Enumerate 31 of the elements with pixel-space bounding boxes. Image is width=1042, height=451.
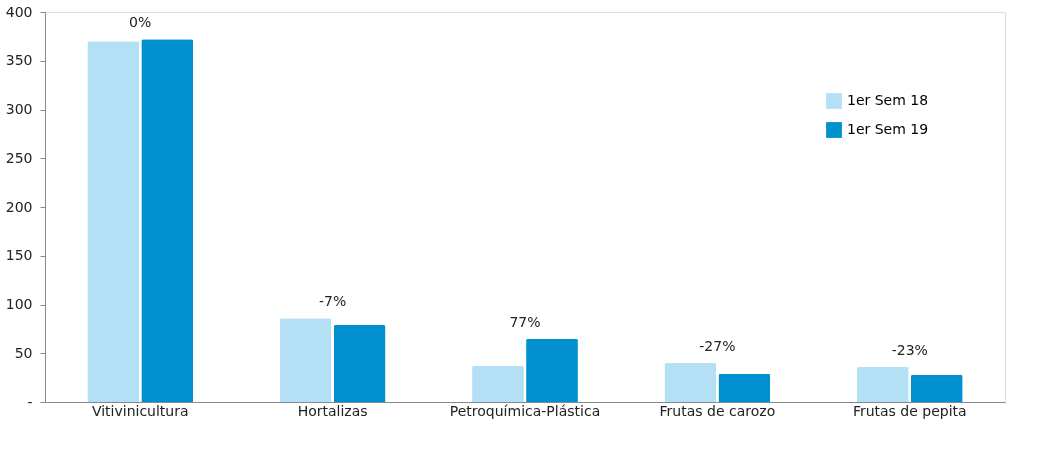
bar [141, 39, 194, 402]
y-tick-label: 400 [5, 3, 33, 20]
bar [856, 366, 909, 402]
bar [718, 373, 771, 402]
legend-label: 1er Sem 19 [847, 121, 929, 137]
x-tick-label: Frutas de carozo [659, 402, 776, 419]
annotation: -27% [699, 338, 736, 354]
bar [472, 365, 524, 402]
annotation: 0% [129, 14, 152, 31]
bar [910, 374, 963, 402]
bar [664, 363, 717, 402]
y-tick-label: 300 [5, 101, 33, 117]
annotation: -23% [891, 341, 928, 358]
legend-label: 1er Sem 18 [847, 92, 929, 108]
x-tick-label: Vitivinicultura [91, 402, 189, 419]
x-tick-label: Petroquímica-Plástica [449, 402, 601, 419]
y-tick-label: - [27, 393, 33, 410]
x-tick-label: Hortalizas [297, 402, 368, 419]
x-tick-label: Frutas de pepita [852, 402, 967, 419]
y-tick-label: 200 [5, 198, 33, 215]
bar [526, 338, 578, 402]
y-tick-label: 100 [5, 296, 33, 312]
y-tick-label: 150 [5, 247, 33, 264]
annotation: 77% [509, 313, 541, 330]
y-tick-label: 250 [5, 149, 33, 166]
bar [279, 318, 332, 402]
y-tick-label: 350 [5, 52, 33, 69]
bar [87, 41, 140, 402]
y-tick-label: 50 [14, 344, 33, 361]
annotation: -7% [318, 293, 347, 310]
bar [333, 324, 386, 402]
